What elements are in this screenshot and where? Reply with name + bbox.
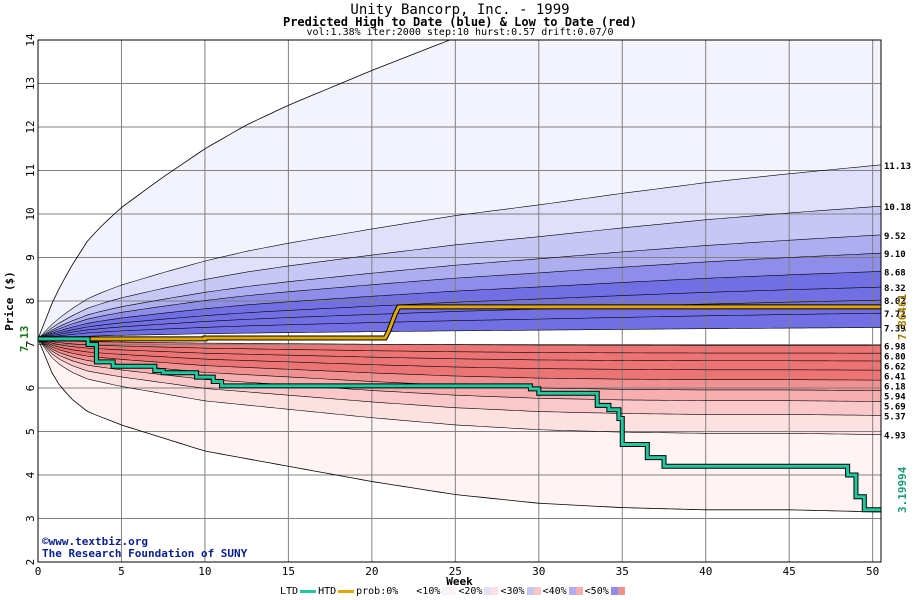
upper-quantile-line-0 (38, 164, 881, 340)
plot-frame (37, 39, 882, 563)
lower-quantile-line-6 (38, 338, 881, 402)
chart-title: Unity Bancorp, Inc. - 1999 (350, 2, 570, 18)
y-tick-label-5: 7 (24, 341, 37, 348)
x-tick-label-5: 25 (449, 565, 462, 578)
upper-envelope-line (38, 40, 451, 339)
ltd-line (38, 337, 881, 512)
chart-subtitle: Predicted High to Date (blue) & Low to D… (282, 15, 637, 29)
upper-quantile-line-7 (38, 312, 881, 340)
upper-quantile-line-8 (38, 327, 881, 340)
legend-htd-label: HTD (318, 586, 337, 597)
y-tick-label-0: 2 (24, 559, 37, 566)
upper-quantile-label-3: 9.10 (884, 250, 906, 260)
start-price-label: 7.13 (18, 326, 31, 353)
legend-swatch-0 (400, 587, 415, 595)
lower-quantile-line-3 (38, 338, 881, 371)
plot-area (38, 40, 881, 562)
x-tick-label-10: 50 (866, 565, 879, 578)
legend-ltd-swatch (300, 589, 317, 593)
lower-quantile-label-2: 6.62 (884, 362, 906, 372)
credit-website: ©www.textbiz.org (42, 535, 148, 548)
lower-quantile-label-8: 4.93 (884, 432, 906, 442)
upper-quantile-line-6 (38, 299, 881, 340)
upper-quantile-line-1 (38, 205, 881, 340)
y-tick-label-4: 6 (24, 385, 37, 392)
upper-quantile-label-0: 11.13 (884, 162, 911, 172)
legend-prob-label: prob:0% (356, 586, 399, 597)
upper-quantile-label-7: 7.72 (884, 310, 906, 320)
lower-quantile-label-6: 5.69 (884, 402, 906, 412)
legend-label-30: <30% (500, 586, 525, 597)
credit-organization: The Research Foundation of SUNY (42, 547, 248, 560)
legend-label-40: <40% (542, 586, 567, 597)
upper-quantile-line-4 (38, 271, 881, 340)
y-tick-label-7: 9 (24, 254, 37, 261)
chart-parameters: vol:1.38% iter:2000 step:10 hurst:0.57 d… (306, 27, 614, 38)
upper-quantile-label-2: 9.52 (884, 232, 906, 242)
y-tick-label-11: 13 (24, 77, 37, 90)
lower-quantile-line-2 (38, 338, 881, 362)
x-axis-title: Week (446, 575, 473, 588)
legend-label-50: <50% (584, 586, 609, 597)
upper-quantile-line-3 (38, 252, 881, 340)
legend-ltd-label: LTD (280, 586, 299, 597)
legend: LTD HTD prob:0% <10% <20% <30% <40% <50% (280, 586, 627, 597)
y-tick-label-6: 8 (24, 298, 37, 305)
lower-envelope-line (38, 338, 881, 513)
y-tick-label-1: 3 (24, 515, 37, 522)
legend-label-10: <10% (416, 586, 441, 597)
upper-quantile-label-5: 8.32 (884, 284, 906, 294)
legend-htd-swatch (338, 589, 355, 593)
legend-swatch-40 (568, 587, 583, 595)
upper-quantile-label-6: 8.02 (884, 297, 906, 307)
upper-quantile-line-5 (38, 286, 881, 340)
x-tick-label-1: 5 (118, 565, 125, 578)
x-tick-label-2: 10 (198, 565, 211, 578)
legend-label-20: <20% (458, 586, 483, 597)
x-tick-label-8: 40 (699, 565, 712, 578)
lower-quantile-label-5: 5.94 (884, 392, 906, 402)
lower-quantile-line-7 (38, 338, 881, 416)
x-tick-label-3: 15 (282, 565, 295, 578)
x-tick-label-6: 30 (532, 565, 545, 578)
x-tick-label-9: 45 (783, 565, 796, 578)
lower-quantile-label-4: 6.18 (884, 382, 906, 392)
upper-quantile-label-8: 7.39 (884, 325, 906, 335)
htd-final-label: 7.86461 (896, 293, 909, 340)
x-tick-label-7: 35 (616, 565, 629, 578)
upper-quantile-line-2 (38, 234, 881, 340)
x-tick-label-4: 20 (365, 565, 378, 578)
lower-quantile-line-8 (38, 338, 881, 435)
legend-swatch-50 (610, 587, 625, 595)
x-tick-label-0: 0 (35, 565, 42, 578)
lower-quantile-line-1 (38, 338, 881, 354)
y-tick-label-10: 12 (24, 120, 37, 133)
htd-line (38, 305, 881, 341)
lower-quantile-label-1: 6.80 (884, 352, 906, 362)
lower-quantile-label-3: 6.41 (884, 372, 906, 382)
lower-quantile-line-4 (38, 338, 881, 381)
legend-swatch-30 (526, 587, 541, 595)
lower-quantile-label-0: 6.98 (884, 342, 906, 352)
y-tick-label-2: 4 (24, 471, 37, 478)
y-tick-label-3: 5 (24, 428, 37, 435)
lower-quantile-label-7: 5.37 (884, 412, 906, 422)
ltd-final-label: 3.19994 (896, 466, 909, 513)
lower-quantile-line-0 (38, 338, 881, 346)
upper-quantile-label-4: 8.68 (884, 268, 906, 278)
y-tick-label-12: 14 (24, 33, 37, 47)
legend-swatch-20 (484, 587, 499, 595)
legend-swatch-10 (442, 587, 457, 595)
y-tick-label-8: 10 (24, 207, 37, 220)
upper-quantile-label-1: 10.18 (884, 203, 911, 213)
y-tick-label-9: 11 (24, 164, 37, 177)
y-axis-title: Price ($) (3, 271, 16, 331)
